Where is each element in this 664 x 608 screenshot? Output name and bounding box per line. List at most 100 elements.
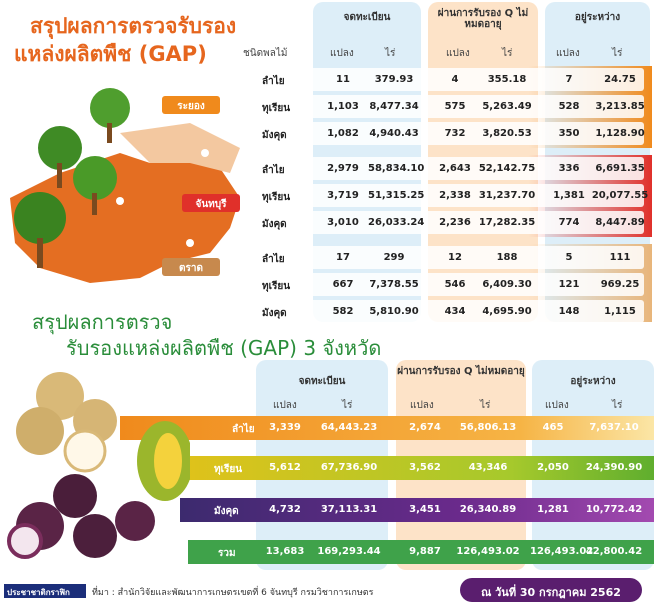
second-title-line2: รับรองแหล่งผลิตพืช (GAP) 3 จังหวัด: [66, 336, 382, 360]
summary-sub-plots-1: แปลง: [273, 400, 297, 411]
summary-header-registered: จดทะเบียน: [298, 376, 346, 387]
table-cell: 24.75: [604, 74, 636, 85]
summary-cell: 37,113.31: [320, 504, 378, 515]
summary-cell: 3,451: [409, 504, 441, 515]
summary-cell: 64,443.23: [320, 422, 378, 433]
row-fruit-label: มังคุด: [262, 130, 287, 141]
province-tag-chanthaburi: จันทบุรี: [182, 194, 240, 212]
province-tag-trat: ตราด: [162, 258, 220, 276]
table-cell: 52,142.75: [478, 163, 536, 174]
table-row: [246, 68, 644, 91]
row-fruit-label: มังคุด: [262, 308, 287, 319]
summary-cell: 2,674: [409, 422, 441, 433]
table-cell: 732: [444, 128, 466, 139]
table-cell: 582: [332, 306, 354, 317]
table-cell: 8,447.89: [595, 217, 645, 228]
summary-sub-rai-1: ไร่: [342, 400, 353, 411]
table-cell: 379.93: [374, 74, 414, 85]
table-cell: 2,979: [327, 163, 359, 174]
summary-cell: 4,732: [269, 504, 301, 515]
main-title-line2: แหล่งผลิตพืช (GAP): [14, 42, 207, 66]
table-cell: 12: [448, 252, 462, 263]
row-fruit-label: ทุเรียน: [262, 103, 291, 114]
summary-cell: 3,562: [409, 462, 441, 473]
row-fruit-label: ทุเรียน: [262, 192, 291, 203]
summary-cell: 24,390.90: [585, 462, 643, 473]
table-cell: 111: [609, 252, 631, 263]
summary-cell: 13,683: [265, 546, 305, 557]
table-cell: 1,103: [327, 101, 359, 112]
table-cell: 20,077.55: [591, 190, 649, 201]
summary-bar-durian: [180, 456, 654, 480]
table-cell: 7,378.55: [369, 279, 419, 290]
row-fruit-label: ทุเรียน: [262, 281, 291, 292]
summary-header-passed: ผ่านการรับรอง Q ไม่หมดอายุ: [397, 366, 525, 377]
table-cell: 575: [444, 101, 466, 112]
table-row: [246, 211, 644, 234]
sub-plots-2: แปลง: [446, 48, 470, 59]
row-fruit-label: มังคุด: [262, 219, 287, 230]
summary-cell: 10,772.42: [585, 504, 643, 515]
table-row: [246, 157, 644, 180]
summary-bar-longan: [120, 416, 654, 440]
table-cell: 3,213.85: [595, 101, 645, 112]
table-cell: 5,263.49: [482, 101, 532, 112]
summary-cell: 126,493.02: [530, 546, 594, 557]
table-cell: 3,820.53: [482, 128, 532, 139]
main-title: สรุปผลการตรวจรับรอง: [30, 14, 237, 38]
summary-cell: 42,800.42: [585, 546, 643, 557]
footer-source: ที่มา : สำนักวิจัยและพัฒนาการเกษตรเขตที่…: [92, 588, 374, 598]
table-cell: 2,236: [439, 217, 471, 228]
table-row: [246, 184, 644, 207]
row-fruit-label: ลำไย: [262, 76, 285, 87]
table-cell: 2,643: [439, 163, 471, 174]
summary-cell: 169,293.44: [317, 546, 381, 557]
table-cell: 350: [558, 128, 580, 139]
table-cell: 148: [558, 306, 580, 317]
table-cell: 26,033.24: [368, 217, 425, 228]
summary-fruit-label: รวม: [218, 548, 236, 559]
table-cell: 1,082: [327, 128, 359, 139]
table-cell: 11: [336, 74, 350, 85]
table-cell: 667: [332, 279, 354, 290]
table-row: [246, 122, 644, 145]
table-cell: 8,477.34: [369, 101, 419, 112]
table-cell: 58,834.10: [368, 163, 425, 174]
table-cell: 1,128.90: [595, 128, 645, 139]
summary-sub-rai-2: ไร่: [480, 400, 491, 411]
summary-cell: 56,806.13: [459, 422, 517, 433]
table-cell: 969.25: [600, 279, 640, 290]
table-cell: 1,381: [553, 190, 585, 201]
table-cell: 1,115: [604, 306, 636, 317]
sub-rai-3: ไร่: [612, 48, 623, 59]
table-cell: 188: [496, 252, 518, 263]
table-cell: 355.18: [487, 74, 527, 85]
fruit-type-label: ชนิดพลไม้: [243, 48, 288, 59]
table-cell: 2,338: [439, 190, 471, 201]
summary-cell: 465: [542, 422, 564, 433]
summary-cell: 7,637.10: [589, 422, 639, 433]
table-cell: 3,719: [327, 190, 359, 201]
summary-header-pending: อยู่ระหว่าง: [570, 376, 616, 387]
table-cell: 17: [336, 252, 350, 263]
sub-rai-1: ไร่: [385, 48, 396, 59]
row-fruit-label: ลำไย: [262, 254, 285, 265]
sub-plots-1: แปลง: [330, 48, 354, 59]
header-passed: ผ่านการรับรอง Q ไม่หมดอายุ: [437, 8, 529, 30]
summary-cell: 1,281: [537, 504, 569, 515]
summary-cell: 5,612: [269, 462, 301, 473]
table-cell: 31,237.70: [478, 190, 536, 201]
fruit-illustration: [7, 372, 190, 559]
table-cell: 6,409.30: [482, 279, 532, 290]
summary-bar-total: [188, 540, 654, 564]
footer-date: ณ วันที่ 30 กรกฎาคม 2562: [460, 578, 642, 602]
table-cell: 51,315.25: [368, 190, 425, 201]
table-cell: 4,940.43: [369, 128, 419, 139]
summary-fruit-label: ทุเรียน: [214, 464, 243, 475]
table-cell: 546: [444, 279, 466, 290]
header-registered: จดทะเบียน: [343, 12, 391, 23]
summary-fruit-label: ลำไย: [232, 424, 255, 435]
table-cell: 121: [558, 279, 580, 290]
table-cell: 434: [444, 306, 466, 317]
summary-cell: 67,736.90: [320, 462, 378, 473]
